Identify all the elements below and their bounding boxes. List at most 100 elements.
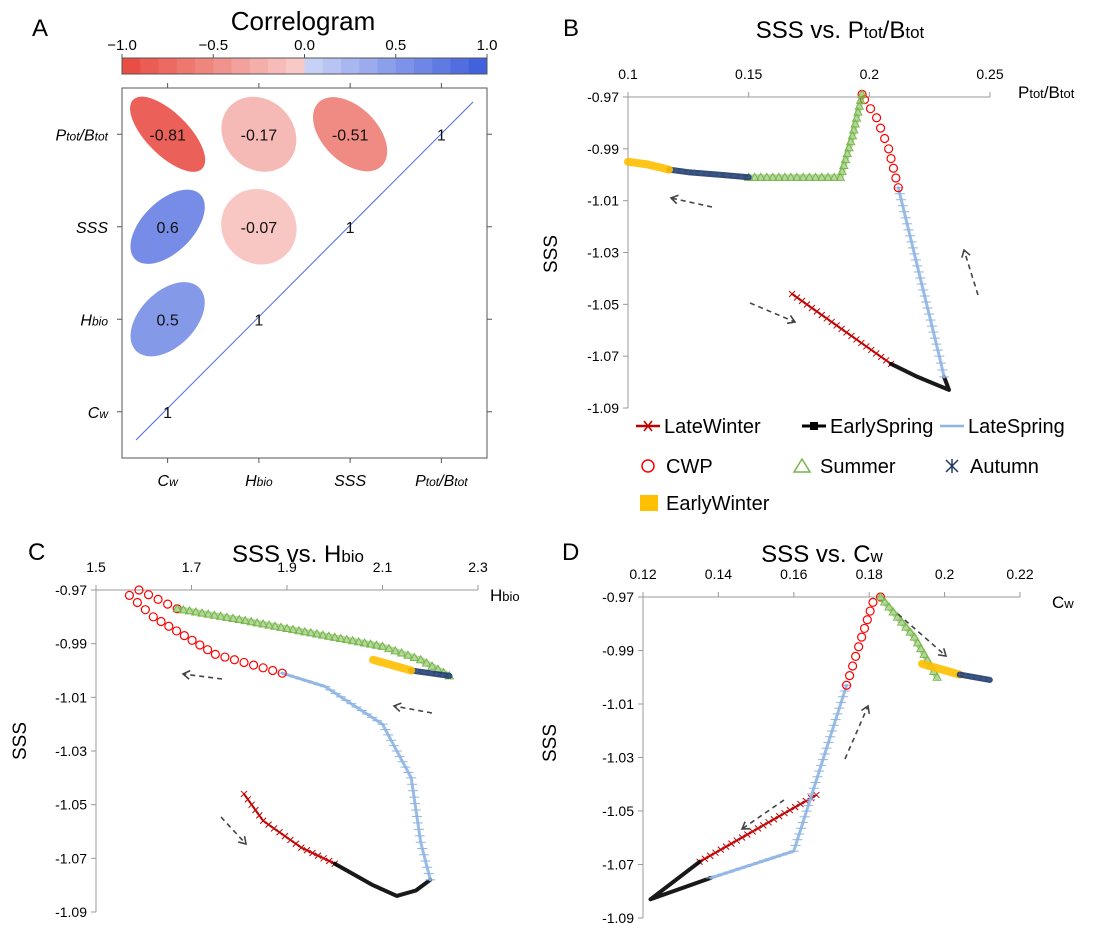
series-cwp-marker xyxy=(865,104,876,114)
series-latewinter-marker xyxy=(287,836,294,844)
panel-c-plot: 1.5 1.7 1.9 2.1 2.3 -0.97 -0.99 -1.01 -1.03 -1.05… xyxy=(55,559,488,920)
series-latewinter-marker xyxy=(281,832,289,840)
panel-b-ylabel: SSS xyxy=(541,235,562,273)
legend: LateWinter EarlySpring LateSpring CWP Summer… xyxy=(636,416,1065,515)
series-autumn-marker xyxy=(420,669,427,676)
panel-b-plot: 0.1 0.15 0.2 0.25 -0.97 -0.99 -1.01 -1.03 -1.05 -… xyxy=(587,66,1004,416)
series-latewinter-marker xyxy=(848,332,855,340)
colorbar-segment xyxy=(195,58,214,74)
series-cwp-marker xyxy=(857,632,867,642)
sss-vs-hbio-panel: SSS vs. Hbio Hbio SSS 1.5 1.7 1.9 2.1 2.3 -0.… xyxy=(10,541,520,920)
series-cwp-marker xyxy=(195,640,205,650)
series-cwp-marker xyxy=(893,183,903,193)
direction-arrowhead xyxy=(392,702,402,713)
series-autumn-marker xyxy=(731,173,738,180)
y-tick-label: -1.09 xyxy=(602,910,634,925)
series-autumn-marker xyxy=(974,674,981,681)
series-latewinter-marker xyxy=(833,322,840,329)
series-summer-marker xyxy=(329,632,340,641)
colorbar-segment xyxy=(341,58,360,74)
series-summer-marker xyxy=(203,609,214,618)
series-cwp-marker xyxy=(229,655,240,665)
y-tick-label: -1.03 xyxy=(602,750,634,766)
series-latewinter-marker xyxy=(252,806,259,814)
direction-arrow xyxy=(220,816,247,845)
series-cwp-marker xyxy=(239,657,249,668)
x-tick-label: 0.2 xyxy=(860,66,880,82)
x-tick-label: 0.18 xyxy=(856,566,883,582)
series-summer-marker xyxy=(840,154,851,164)
y-tick-label: -0.99 xyxy=(55,636,87,652)
legend-label: LateSpring xyxy=(968,416,1065,438)
x-tick-label: 0.12 xyxy=(629,566,656,582)
correlogram-frame xyxy=(121,87,488,459)
correlogram-row-label: Cw xyxy=(88,405,110,422)
series-cwp-marker xyxy=(868,597,878,607)
series-latewinter-marker xyxy=(320,854,327,862)
series-summer-marker xyxy=(835,172,846,181)
series-summer-marker xyxy=(172,603,183,613)
series-cwp-marker xyxy=(888,163,899,173)
series-latewinter-marker xyxy=(877,353,885,361)
series-cwp-marker xyxy=(163,599,173,609)
series-latewinter-marker xyxy=(858,339,865,347)
series-summer-marker xyxy=(919,649,929,658)
legend-label: Autumn xyxy=(970,456,1039,478)
series-latewinter-marker xyxy=(867,346,875,354)
correlation-value: 0.5 xyxy=(157,312,179,329)
series-cwp-marker xyxy=(164,621,174,631)
series-cwp-marker xyxy=(875,123,886,133)
colorbar-tick-label: −0.5 xyxy=(198,37,228,54)
series-autumn-marker xyxy=(716,171,723,178)
correlation-value: 1 xyxy=(437,127,446,144)
series-latewinter-marker xyxy=(818,311,826,319)
legend-label: Summer xyxy=(820,456,896,478)
panel-letter-d: D xyxy=(562,539,579,566)
series-summer-marker xyxy=(837,166,847,175)
series-summer-marker xyxy=(823,172,833,181)
series-cwp-marker xyxy=(880,133,890,144)
series-cwp-marker xyxy=(134,585,144,595)
sss-vs-cw-panel: SSS vs. Cw Cw SSS 0.12 0.14 0.16 0.18 0.2 0.2… xyxy=(540,541,1074,925)
y-tick-label: -1.01 xyxy=(602,696,634,712)
direction-arrowhead xyxy=(937,648,948,657)
correlogram-col-label: Ptot/Btot xyxy=(415,473,468,490)
series-latewinter-marker xyxy=(259,817,267,825)
series-cwp-marker xyxy=(156,616,166,627)
series-cwp-marker xyxy=(891,173,901,183)
series-latespring-line xyxy=(709,683,849,880)
series-summer-marker xyxy=(409,652,420,662)
panel-b-title: SSS vs. Ptot/Btot xyxy=(756,17,925,44)
y-tick-label: -0.99 xyxy=(602,643,634,659)
series-latewinter-marker xyxy=(744,831,751,838)
series-cwp-marker xyxy=(143,590,154,600)
correlogram-row-label: SSS xyxy=(76,220,108,237)
x-tick-label: 0.1 xyxy=(618,66,638,82)
legend-marker-triangle xyxy=(792,457,812,473)
series-autumn-marker xyxy=(956,671,963,678)
series-summer-marker xyxy=(853,107,863,116)
series-latewinter-marker xyxy=(786,806,794,814)
series-cwp-marker xyxy=(258,663,268,673)
series-summer-marker xyxy=(749,172,760,181)
series-latewinter-marker xyxy=(770,815,778,823)
direction-arrowhead xyxy=(860,704,871,715)
series-summer-marker xyxy=(240,615,251,625)
series-autumn-marker xyxy=(678,168,685,175)
direction-arrow xyxy=(963,249,979,296)
series-summer-marker xyxy=(850,119,861,128)
series-cwp-marker xyxy=(140,605,150,615)
series-earlyspring-line xyxy=(648,859,713,902)
series-summer-marker xyxy=(884,602,894,611)
series-autumn-marker xyxy=(986,676,993,683)
y-tick-label: -1.03 xyxy=(55,743,87,759)
series-summer-marker xyxy=(264,620,274,629)
panel-d-ylabel: SSS xyxy=(540,724,561,762)
series-summer-marker xyxy=(311,629,322,638)
colorbar-segment xyxy=(359,58,378,74)
series-summer-marker xyxy=(270,621,280,630)
direction-arrowhead xyxy=(669,194,679,205)
series-autumn-marker xyxy=(710,171,717,178)
series-latespring-line xyxy=(896,186,946,379)
